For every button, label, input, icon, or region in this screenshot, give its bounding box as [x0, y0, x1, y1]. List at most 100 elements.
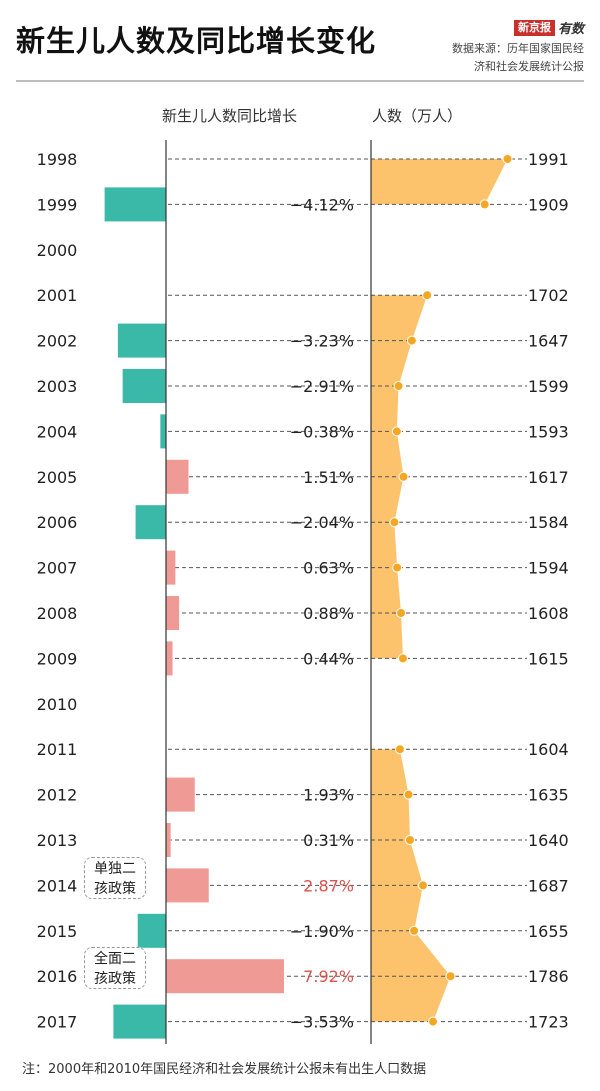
- growth-bar-2015: [137, 913, 166, 948]
- growth-label-2016: 7.92%: [303, 967, 354, 986]
- year-label-2013: 2013: [37, 831, 78, 850]
- births-label-2015: 1655: [528, 922, 569, 941]
- year-label-2014: 2014: [37, 876, 78, 895]
- births-point-2017: [427, 1016, 438, 1027]
- births-point-2009: [397, 653, 408, 664]
- births-label-2005: 1617: [528, 468, 569, 487]
- growth-label-2017: −3.53%: [290, 1013, 354, 1032]
- births-point-2001: [422, 290, 433, 301]
- year-label-2009: 2009: [37, 649, 78, 668]
- births-label-2012: 1635: [528, 786, 569, 805]
- births-label-2017: 1723: [528, 1013, 569, 1032]
- annotation-2016-line-1: 全面二: [94, 951, 136, 967]
- growth-label-2008: 0.88%: [303, 604, 354, 623]
- growth-bar-2003: [122, 369, 166, 403]
- births-label-2016: 1786: [528, 967, 569, 986]
- growth-label-2015: −1.90%: [290, 922, 354, 941]
- births-label-2002: 1647: [528, 332, 569, 351]
- growth-label-2012: 1.93%: [303, 786, 354, 805]
- growth-bar-2012: [166, 777, 195, 812]
- brand-logo-text: 有数: [557, 22, 584, 37]
- year-label-2000: 2000: [37, 241, 78, 260]
- births-area-segment-1: [371, 159, 508, 205]
- growth-bar-2006: [135, 505, 166, 540]
- growth-label-2013: 0.31%: [303, 831, 354, 850]
- births-label-2014: 1687: [528, 876, 569, 895]
- births-point-1999: [479, 199, 490, 210]
- annotation-2014-policy: 单独二 孩政策: [84, 857, 146, 899]
- year-label-2011: 2011: [37, 740, 78, 759]
- year-label-2002: 2002: [37, 332, 78, 351]
- growth-label-2006: −2.04%: [290, 513, 354, 532]
- year-label-2003: 2003: [37, 377, 78, 396]
- annotation-2014-line-1: 单独二: [94, 861, 136, 877]
- births-label-2009: 1615: [528, 649, 569, 668]
- births-point-2013: [404, 835, 415, 845]
- annotation-2016-policy: 全面二 孩政策: [84, 947, 146, 989]
- births-point-1998: [502, 154, 513, 164]
- annotation-2014-line-2: 孩政策: [94, 881, 136, 897]
- source-line-2: 济和社会发展统计公报: [474, 60, 584, 73]
- year-label-2007: 2007: [37, 559, 78, 578]
- births-label-2013: 1640: [528, 831, 569, 850]
- growth-label-2005: 1.51%: [303, 468, 354, 487]
- births-label-2008: 1608: [528, 604, 569, 623]
- growth-bar-2014: [166, 868, 209, 903]
- year-label-2017: 2017: [37, 1013, 78, 1032]
- births-label-2003: 1599: [528, 377, 569, 396]
- year-label-1998: 1998: [37, 150, 78, 169]
- births-label-2011: 1604: [528, 740, 569, 759]
- source-note: 数据来源：历年国家国民经 济和社会发展统计公报: [384, 40, 584, 76]
- year-label-2004: 2004: [37, 422, 78, 441]
- year-label-2001: 2001: [37, 286, 78, 305]
- births-point-2006: [389, 517, 400, 528]
- births-label-2001: 1702: [528, 286, 569, 305]
- footnote: 注：2000年和2010年国民经济和社会发展统计公报未有出生人口数据: [22, 1062, 427, 1077]
- growth-label-2004: −0.38%: [290, 422, 354, 441]
- growth-bar-1999: [104, 187, 166, 222]
- births-area-segment-3: [371, 749, 451, 1022]
- growth-bar-2017: [113, 1004, 166, 1039]
- births-point-2008: [396, 608, 407, 618]
- annotation-2016-line-2: 孩政策: [94, 971, 136, 987]
- growth-column-header: 新生儿人数同比增长: [162, 107, 298, 125]
- births-point-2015: [409, 925, 420, 936]
- growth-bar-2002: [117, 323, 166, 358]
- source-line-1: 数据来源：历年国家国民经: [452, 42, 584, 55]
- growth-bar-2004: [160, 414, 166, 449]
- title-divider: [16, 80, 584, 82]
- growth-bar-2007: [166, 550, 176, 585]
- births-point-2012: [403, 789, 414, 800]
- brand-logo-box: 新京报: [513, 19, 555, 36]
- growth-bar-2016: [166, 959, 285, 994]
- births-point-2007: [392, 562, 403, 573]
- growth-label-2007: 0.63%: [303, 559, 354, 578]
- births-label-2004: 1593: [528, 422, 569, 441]
- births-point-2005: [398, 471, 409, 482]
- growth-label-2014: 2.87%: [303, 876, 354, 895]
- births-label-2006: 1584: [528, 513, 569, 532]
- growth-label-2002: −3.23%: [290, 332, 354, 351]
- births-point-2016: [445, 971, 456, 982]
- year-label-1999: 1999: [37, 195, 78, 214]
- births-point-2014: [417, 880, 428, 891]
- year-label-2015: 2015: [37, 922, 78, 941]
- year-label-2016: 2016: [37, 967, 78, 986]
- year-label-2008: 2008: [37, 604, 78, 623]
- births-point-2003: [393, 381, 404, 391]
- year-label-2006: 2006: [37, 513, 78, 532]
- chart-title: 新生儿人数及同比增长变化: [16, 24, 377, 58]
- year-label-2005: 2005: [37, 468, 78, 487]
- growth-label-2003: −2.91%: [290, 377, 354, 396]
- births-label-2007: 1594: [528, 559, 569, 578]
- brand-logo: 新京报 有数: [513, 18, 584, 37]
- births-point-2011: [394, 744, 405, 755]
- growth-label-1999: −4.12%: [290, 195, 354, 214]
- births-point-2004: [391, 426, 402, 437]
- growth-bar-2013: [166, 823, 171, 857]
- births-label-1999: 1909: [528, 195, 569, 214]
- births-point-2002: [406, 335, 417, 346]
- growth-bar-2005: [166, 459, 189, 494]
- growth-label-2009: 0.44%: [303, 649, 354, 668]
